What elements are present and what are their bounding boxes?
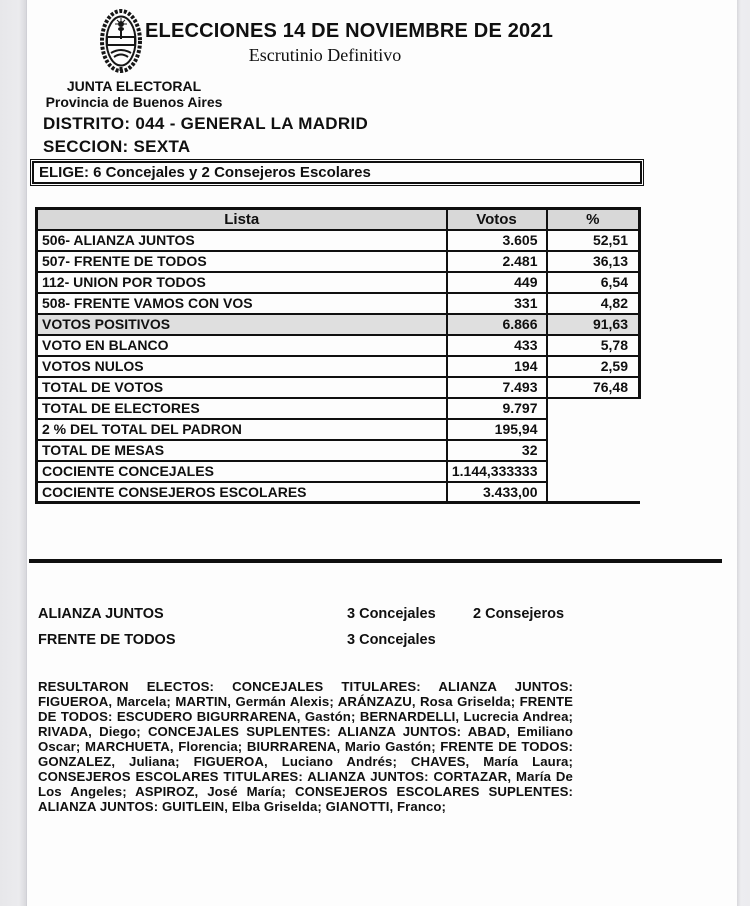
results-table: Lista Votos % 506- ALIANZA JUNTOS 3.605 52… xyxy=(35,207,641,504)
cell-votos: 7.493 xyxy=(445,375,548,399)
cell-pct: 6,54 xyxy=(545,270,641,294)
cell-votos: 331 xyxy=(445,291,548,315)
cell-pct-empty xyxy=(547,398,640,419)
cell-lista: VOTOS NULOS xyxy=(35,354,448,378)
cell-lista: 506- ALIANZA JUNTOS xyxy=(35,228,448,252)
scan-edge-left xyxy=(0,0,27,906)
cell-votos: 194 xyxy=(445,354,548,378)
seat-row: FRENTE DE TODOS 3 Concejales xyxy=(38,632,638,658)
seat-allocation-block: ALIANZA JUNTOS 3 Concejales 2 Consejeros FR… xyxy=(38,606,638,658)
cell-pct: 36,13 xyxy=(545,249,641,273)
cell-lista: 508- FRENTE VAMOS CON VOS xyxy=(35,291,448,315)
cell-votos: 433 xyxy=(445,333,548,357)
table-row: TOTAL DE VOTOS 7.493 76,48 xyxy=(35,375,641,399)
cell-lista: VOTO EN BLANCO xyxy=(35,333,448,357)
cell-pct: 91,63 xyxy=(545,312,641,336)
section-line: SECCION: SEXTA xyxy=(43,137,191,156)
cell-pct-empty xyxy=(547,461,640,482)
cell-pct: 76,48 xyxy=(545,375,641,399)
authority-name: JUNTA ELECTORAL xyxy=(66,78,202,94)
cell-lista: TOTAL DE ELECTORES xyxy=(35,396,448,420)
header-votos: Votos xyxy=(445,207,548,231)
cell-votos: 3.433,00 xyxy=(445,480,548,504)
cell-lista: 2 % DEL TOTAL DEL PADRON xyxy=(35,417,448,441)
cell-votos: 32 xyxy=(445,438,548,462)
cell-pct-empty xyxy=(547,440,640,461)
cell-pct-empty xyxy=(546,481,640,504)
cell-pct: 5,78 xyxy=(545,333,641,357)
table-row: 507- FRENTE DE TODOS 2.481 36,13 xyxy=(35,249,641,273)
table-row: VOTOS NULOS 194 2,59 xyxy=(35,354,641,378)
seat-party: FRENTE DE TODOS xyxy=(38,632,176,648)
cell-votos: 9.797 xyxy=(445,396,548,420)
cell-votos: 2.481 xyxy=(445,249,548,273)
header-pct: % xyxy=(545,207,641,231)
table-row: VOTOS POSITIVOS 6.866 91,63 xyxy=(35,312,641,336)
cell-lista: 112- UNION POR TODOS xyxy=(35,270,448,294)
table-row: COCIENTE CONSEJEROS ESCOLARES 3.433,00 xyxy=(35,480,640,504)
table-row: TOTAL DE ELECTORES 9.797 xyxy=(35,396,640,420)
table-header-row: Lista Votos % xyxy=(35,207,641,231)
table-row: 506- ALIANZA JUNTOS 3.605 52,51 xyxy=(35,228,641,252)
cell-votos: 1.144,333333 xyxy=(445,459,548,483)
cell-votos: 195,94 xyxy=(445,417,548,441)
seat-row: ALIANZA JUNTOS 3 Concejales 2 Consejeros xyxy=(38,606,638,632)
cell-lista: COCIENTE CONCEJALES xyxy=(35,459,448,483)
table-row: COCIENTE CONCEJALES 1.144,333333 xyxy=(35,459,640,483)
cell-votos: 6.866 xyxy=(445,312,548,336)
cell-lista: TOTAL DE MESAS xyxy=(35,438,448,462)
cell-pct: 2,59 xyxy=(545,354,641,378)
seat-concejales: 3 Concejales xyxy=(347,632,436,648)
table-row: TOTAL DE MESAS 32 xyxy=(35,438,640,462)
table-row: 112- UNION POR TODOS 449 6,54 xyxy=(35,270,641,294)
cell-pct: 4,82 xyxy=(545,291,641,315)
cell-votos: 449 xyxy=(445,270,548,294)
authority-province: Provincia de Buenos Aires xyxy=(45,94,223,110)
table-row: 508- FRENTE VAMOS CON VOS 331 4,82 xyxy=(35,291,641,315)
seat-consejeros: 2 Consejeros xyxy=(473,606,565,622)
coat-of-arms-logo xyxy=(100,9,142,73)
elected-officials-paragraph: RESULTARON ELECTOS: CONCEJALES TITULARES… xyxy=(38,679,573,814)
cell-lista: COCIENTE CONSEJEROS ESCOLARES xyxy=(35,480,448,504)
cell-lista: VOTOS POSITIVOS xyxy=(35,312,448,336)
cell-pct: 52,51 xyxy=(545,228,641,252)
cell-pct-empty xyxy=(547,419,640,440)
table-row: VOTO EN BLANCO 433 5,78 xyxy=(35,333,641,357)
elige-banner: ELIGE: 6 Concejales y 2 Consejeros Escol… xyxy=(30,159,644,186)
section-divider-rule xyxy=(29,559,722,563)
page-subtitle: Escrutinio Definitivo xyxy=(248,45,402,65)
cell-votos: 3.605 xyxy=(445,228,548,252)
cell-lista: 507- FRENTE DE TODOS xyxy=(35,249,448,273)
seat-concejales: 3 Concejales xyxy=(347,606,436,622)
page-title: ELECCIONES 14 DE NOVIEMBRE DE 2021 xyxy=(145,20,554,42)
results-table-body: 506- ALIANZA JUNTOS 3.605 52,51 507- FRENTE… xyxy=(35,228,641,504)
scan-edge-right xyxy=(737,0,750,906)
document-page: ELECCIONES 14 DE NOVIEMBRE DE 2021 Escru… xyxy=(27,0,737,906)
header-lista: Lista xyxy=(35,207,448,231)
cell-lista: TOTAL DE VOTOS xyxy=(35,375,448,399)
district-line: DISTRITO: 044 - GENERAL LA MADRID xyxy=(43,114,369,133)
table-row: 2 % DEL TOTAL DEL PADRON 195,94 xyxy=(35,417,640,441)
authority-block: JUNTA ELECTORAL Provincia de Buenos Aire… xyxy=(43,78,225,110)
seat-party: ALIANZA JUNTOS xyxy=(38,606,164,622)
